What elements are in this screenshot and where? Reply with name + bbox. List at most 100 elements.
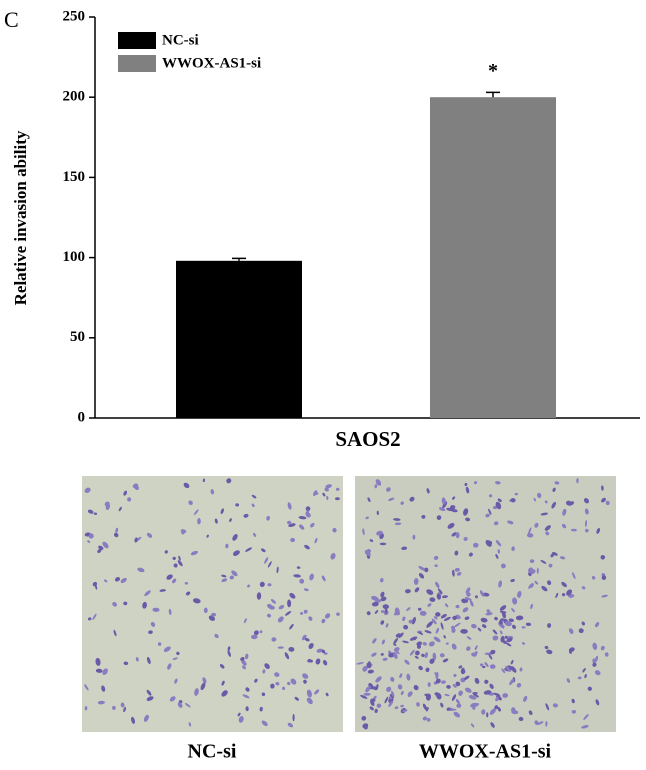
cell	[184, 702, 191, 708]
cell	[389, 694, 394, 699]
cell	[440, 702, 444, 708]
bar	[176, 260, 302, 418]
cell	[190, 550, 198, 556]
cell	[489, 683, 494, 689]
cell	[409, 496, 415, 502]
cell	[299, 578, 305, 584]
cell	[372, 638, 377, 644]
cell	[366, 611, 371, 616]
cell	[490, 722, 495, 728]
cell	[446, 707, 451, 711]
cell	[439, 653, 445, 658]
cell	[264, 557, 269, 564]
cell	[221, 680, 225, 686]
cell	[393, 643, 397, 646]
cell	[166, 574, 173, 580]
cell	[146, 532, 153, 538]
cell	[534, 522, 539, 528]
cell	[287, 722, 294, 728]
cell	[495, 481, 501, 485]
cell	[592, 662, 597, 667]
cell	[497, 549, 501, 554]
cell	[251, 494, 257, 499]
cell	[466, 592, 471, 597]
cell	[568, 650, 572, 654]
cell	[511, 607, 516, 613]
cell	[494, 616, 498, 621]
cell	[571, 709, 577, 714]
cell	[529, 559, 535, 564]
cell	[566, 589, 573, 596]
cell	[362, 528, 365, 536]
cell	[270, 683, 275, 689]
cell	[309, 659, 313, 663]
cell	[406, 673, 411, 681]
cell	[464, 616, 470, 621]
cell	[238, 716, 244, 723]
cell	[220, 508, 224, 515]
cell	[473, 481, 478, 485]
cell	[400, 501, 404, 505]
cell	[289, 623, 294, 630]
cell	[135, 657, 139, 662]
cell	[308, 616, 313, 621]
cell	[548, 563, 553, 568]
cell	[454, 550, 459, 556]
cell	[321, 575, 326, 582]
cell	[277, 646, 284, 649]
cell	[455, 681, 461, 687]
cell	[409, 636, 418, 641]
cell	[267, 561, 272, 568]
cell	[561, 581, 567, 588]
cell	[506, 637, 513, 643]
cell	[334, 497, 340, 501]
cell	[426, 717, 431, 722]
cell	[253, 630, 259, 636]
cell	[416, 702, 420, 707]
legend-label: NC-si	[162, 32, 199, 48]
cell	[113, 629, 117, 637]
cell	[104, 501, 110, 507]
cell	[373, 695, 377, 700]
cell	[451, 625, 455, 630]
cell	[551, 501, 557, 509]
cell	[482, 624, 487, 629]
cell	[486, 712, 489, 718]
cell	[566, 678, 571, 683]
cell	[466, 636, 472, 640]
cell	[231, 570, 238, 577]
cell	[288, 646, 295, 652]
cell	[446, 684, 451, 689]
cell	[287, 502, 292, 510]
cell	[278, 605, 285, 610]
cell	[87, 509, 94, 514]
cell	[251, 634, 258, 640]
cell	[113, 532, 119, 538]
cell	[584, 528, 589, 533]
cell	[443, 616, 451, 621]
cell	[435, 678, 441, 684]
cell	[259, 581, 265, 588]
cell	[146, 696, 154, 701]
image-caption: WWOX-AS1-si	[419, 741, 552, 763]
cell	[470, 702, 477, 708]
cell	[594, 655, 599, 663]
cell	[552, 487, 556, 492]
cell	[499, 605, 507, 611]
cell	[400, 704, 404, 708]
cell	[561, 523, 567, 529]
cell	[120, 702, 125, 708]
cell	[305, 512, 311, 518]
cell	[533, 497, 536, 502]
cell	[157, 642, 162, 646]
cell	[435, 627, 440, 634]
cell	[451, 694, 457, 701]
cell	[284, 652, 290, 660]
cell	[463, 675, 470, 680]
cell	[453, 711, 461, 718]
cell	[123, 601, 128, 606]
cell	[489, 664, 496, 669]
cell	[386, 487, 391, 492]
cell	[123, 490, 128, 496]
cell	[435, 581, 440, 589]
